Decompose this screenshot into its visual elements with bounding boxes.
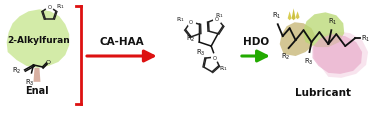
- Text: R$_1$: R$_1$: [219, 64, 228, 73]
- Text: O: O: [47, 5, 51, 10]
- Text: O: O: [215, 17, 219, 22]
- Text: R$_3$: R$_3$: [197, 48, 206, 58]
- Polygon shape: [7, 10, 69, 68]
- Polygon shape: [313, 35, 362, 74]
- Text: R$_2$: R$_2$: [12, 65, 22, 75]
- Text: R$_3$: R$_3$: [25, 77, 35, 87]
- Text: R$_1$: R$_1$: [361, 34, 371, 44]
- Text: R$_3$: R$_3$: [304, 57, 313, 67]
- Text: O: O: [189, 20, 193, 25]
- Text: R$_1$: R$_1$: [328, 17, 337, 27]
- Text: O: O: [213, 55, 217, 60]
- Text: R$_1$: R$_1$: [56, 2, 65, 11]
- Text: R$_1$: R$_1$: [215, 11, 223, 20]
- Text: 2-Alkylfuran: 2-Alkylfuran: [7, 35, 70, 44]
- Text: R$_2$: R$_2$: [281, 52, 290, 62]
- Polygon shape: [313, 32, 368, 78]
- Polygon shape: [288, 12, 291, 21]
- Text: R$_1$: R$_1$: [272, 11, 282, 21]
- Text: HDO: HDO: [243, 37, 269, 47]
- Text: Enal: Enal: [25, 85, 48, 95]
- Text: R$_1$: R$_1$: [176, 15, 185, 23]
- Polygon shape: [302, 13, 344, 48]
- Polygon shape: [296, 12, 300, 20]
- Polygon shape: [291, 9, 296, 21]
- Text: R$_2$: R$_2$: [186, 34, 195, 44]
- Polygon shape: [34, 68, 40, 82]
- Text: O: O: [45, 60, 50, 65]
- Text: CA-HAA: CA-HAA: [99, 37, 144, 47]
- Polygon shape: [280, 23, 316, 57]
- Text: Lubricant: Lubricant: [295, 87, 352, 97]
